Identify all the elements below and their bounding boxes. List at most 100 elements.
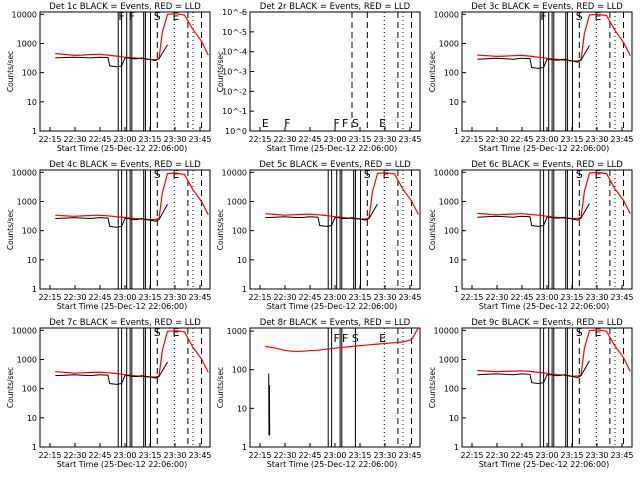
x-tick-label: 23:00 <box>323 135 346 144</box>
panel-title: Det 7c BLACK = Events, RED = LLD <box>49 318 201 328</box>
x-axis-label: Start Time (25-Dec-12 22:06:00) <box>479 460 610 469</box>
x-tick-label: 22:45 <box>298 293 321 302</box>
y-tick-label: 10000 <box>434 168 459 177</box>
x-tick-label: 22:30 <box>485 135 508 144</box>
y-tick-label: 100 <box>22 69 37 78</box>
y-axis-label: Counts/sec <box>6 51 15 92</box>
flag-letter: S <box>576 168 583 181</box>
x-tick-label: 23:00 <box>323 293 346 302</box>
x-tick-label: 23:00 <box>535 451 558 460</box>
y-axis-label: Counts/sec <box>6 209 15 250</box>
panel-title: Det 5c BLACK = Events, RED = LLD <box>259 160 411 170</box>
x-tick-label: 23:45 <box>398 293 421 302</box>
x-tick-label: 23:30 <box>373 451 396 460</box>
y-tick-label: 1 <box>454 443 459 452</box>
events-series-line <box>55 44 168 68</box>
y-axis-label: Counts/sec <box>216 51 225 92</box>
plot-frame <box>39 327 211 448</box>
panel-title: Det 4c BLACK = Events, RED = LLD <box>49 160 201 170</box>
y-tick-label: 1000 <box>17 355 37 364</box>
x-tick-label: 23:15 <box>348 451 371 460</box>
x-tick-label: 22:15 <box>248 135 271 144</box>
x-tick-label: 23:30 <box>373 293 396 302</box>
panel-title: Det 3c BLACK = Events, RED = LLD <box>471 2 623 12</box>
y-tick-label: 10^0 <box>225 127 247 136</box>
x-tick-label: 23:45 <box>610 135 633 144</box>
x-tick-label: 22:15 <box>460 293 483 302</box>
x-tick-label: 23:15 <box>348 293 371 302</box>
x-tick-label: 22:30 <box>63 135 86 144</box>
y-axis-label: Counts/sec <box>428 367 437 408</box>
x-tick-label: 23:30 <box>585 451 608 460</box>
x-tick-label: 23:00 <box>113 135 136 144</box>
panel-det-2: Det 2r BLACK = Events, RED = LLD 22:15 22:… <box>216 2 422 153</box>
y-tick-label: 100 <box>22 385 37 394</box>
x-tick-label: 22:45 <box>88 293 111 302</box>
panel-title: Det 1c BLACK = Events, RED = LLD <box>49 2 201 12</box>
plot-frame <box>461 327 633 448</box>
lld-series-line <box>265 172 419 220</box>
flag-letter: F <box>129 10 135 23</box>
x-tick-label: 22:15 <box>248 293 271 302</box>
flag-letter: F <box>342 117 348 130</box>
x-axis-label: Start Time (25-Dec-12 22:06:00) <box>267 460 398 469</box>
lld-series-line <box>55 330 209 378</box>
x-tick-label: 23:15 <box>560 135 583 144</box>
y-axis-label: Counts/sec <box>428 209 437 250</box>
lld-series-line <box>265 327 419 352</box>
x-tick-label: 22:45 <box>510 135 533 144</box>
y-tick-label: 10 <box>449 98 459 107</box>
y-tick-label: 10 <box>449 256 459 265</box>
panel-title: Det 6c BLACK = Events, RED = LLD <box>471 160 623 170</box>
y-axis-label: Counts/sec <box>216 367 225 408</box>
y-tick-label: 10000 <box>434 10 459 19</box>
flag-letter: S <box>154 168 161 181</box>
flag-letter: S <box>576 10 583 23</box>
x-tick-label: 22:45 <box>298 135 321 144</box>
flag-letter: S <box>154 10 161 23</box>
x-tick-label: 23:30 <box>163 293 186 302</box>
flag-letter: S <box>352 332 359 345</box>
flag-letter: E <box>595 168 602 181</box>
y-tick-label: 10000 <box>434 326 459 335</box>
flag-letter: S <box>352 117 359 130</box>
x-tick-label: 23:30 <box>585 135 608 144</box>
x-tick-label: 23:15 <box>138 451 161 460</box>
flag-letter: F <box>540 10 546 23</box>
x-tick-label: 22:15 <box>460 451 483 460</box>
flag-letter: F <box>118 10 124 23</box>
plot-frame <box>461 169 633 290</box>
y-tick-label: 1000 <box>17 39 37 48</box>
events-series-line <box>55 361 168 385</box>
x-tick-label: 23:45 <box>398 451 421 460</box>
panel-det-5: Det 5c BLACK = Events, RED = LLD 22:15 22:… <box>216 160 422 311</box>
y-tick-label: 10^-1 <box>222 107 247 116</box>
events-series-line <box>55 204 168 228</box>
y-axis-label: Counts/sec <box>6 367 15 408</box>
y-tick-label: 10000 <box>222 168 247 177</box>
x-tick-label: 23:15 <box>348 135 371 144</box>
lld-series-line <box>55 13 209 61</box>
y-tick-label: 10^-3 <box>222 68 247 77</box>
y-axis-label: Counts/sec <box>428 51 437 92</box>
y-tick-label: 100 <box>444 227 459 236</box>
events-series-line <box>477 45 590 69</box>
x-tick-label: 22:15 <box>38 293 61 302</box>
y-tick-label: 10 <box>449 414 459 423</box>
y-tick-label: 1 <box>454 285 459 294</box>
events-series-line <box>265 203 378 227</box>
x-tick-label: 23:00 <box>113 293 136 302</box>
y-tick-label: 100 <box>232 366 247 375</box>
panel-title: Det 2r BLACK = Events, RED = LLD <box>260 2 411 12</box>
y-tick-label: 1000 <box>439 39 459 48</box>
x-tick-label: 23:45 <box>188 135 211 144</box>
x-tick-label: 23:15 <box>560 293 583 302</box>
x-axis-label: Start Time (25-Dec-12 22:06:00) <box>479 302 610 311</box>
x-tick-label: 23:30 <box>163 451 186 460</box>
y-tick-label: 10^-6 <box>222 8 247 17</box>
events-series-line <box>268 373 271 436</box>
flag-letter: F <box>342 332 348 345</box>
